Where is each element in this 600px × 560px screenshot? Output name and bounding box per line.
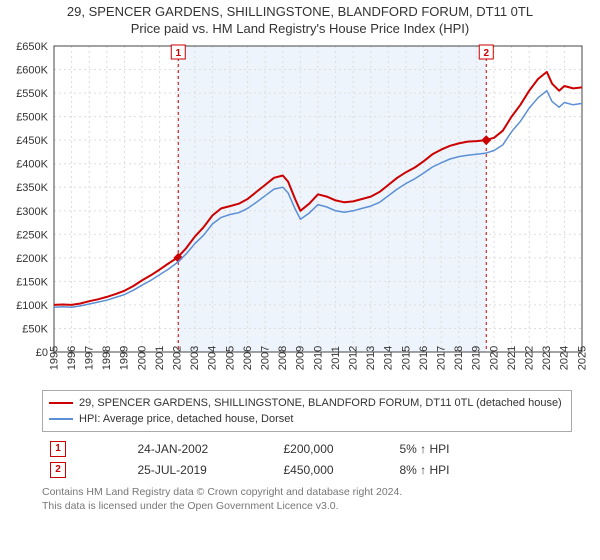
footer-line-2: This data is licensed under the Open Gov… <box>42 500 572 514</box>
svg-text:£150K: £150K <box>16 276 48 288</box>
legend-item: 29, SPENCER GARDENS, SHILLINGSTONE, BLAN… <box>49 395 565 411</box>
svg-text:2002: 2002 <box>172 346 184 370</box>
svg-text:2003: 2003 <box>189 346 201 370</box>
svg-text:£450K: £450K <box>16 135 48 147</box>
svg-text:2015: 2015 <box>400 346 412 370</box>
svg-text:£400K: £400K <box>16 159 48 171</box>
footer-line-1: Contains HM Land Registry data © Crown c… <box>42 486 572 500</box>
sale-row: 1 24-JAN-2002£200,0005% ↑ HPI <box>42 438 572 459</box>
svg-text:2022: 2022 <box>524 346 536 370</box>
svg-text:1997: 1997 <box>84 346 96 370</box>
svg-text:2010: 2010 <box>312 346 324 370</box>
svg-text:£200K: £200K <box>16 253 48 265</box>
svg-text:1998: 1998 <box>101 346 113 370</box>
svg-text:2020: 2020 <box>488 346 500 370</box>
legend-label: 29, SPENCER GARDENS, SHILLINGSTONE, BLAN… <box>79 397 562 409</box>
svg-text:2024: 2024 <box>559 346 571 370</box>
sale-price: £450,000 <box>275 459 391 480</box>
svg-text:2014: 2014 <box>383 346 395 370</box>
sale-delta: 8% ↑ HPI <box>391 459 572 480</box>
svg-text:2: 2 <box>483 48 489 59</box>
legend-item: HPI: Average price, detached house, Dors… <box>49 411 565 427</box>
svg-text:2018: 2018 <box>453 346 465 370</box>
sale-delta: 5% ↑ HPI <box>391 438 572 459</box>
sale-row: 2 25-JUL-2019£450,0008% ↑ HPI <box>42 459 572 480</box>
sale-date: 25-JUL-2019 <box>129 459 275 480</box>
svg-text:2013: 2013 <box>365 346 377 370</box>
chart-title-sub: Price paid vs. HM Land Registry's House … <box>0 21 600 36</box>
svg-text:£600K: £600K <box>16 65 48 77</box>
svg-text:£100K: £100K <box>16 300 48 312</box>
sale-date: 24-JAN-2002 <box>129 438 275 459</box>
sales-table: 1 24-JAN-2002£200,0005% ↑ HPI 2 25-JUL-2019… <box>42 438 572 480</box>
svg-text:2011: 2011 <box>330 346 342 370</box>
chart-title-address: 29, SPENCER GARDENS, SHILLINGSTONE, BLAN… <box>0 4 600 19</box>
svg-text:2000: 2000 <box>136 346 148 370</box>
svg-text:£500K: £500K <box>16 112 48 124</box>
svg-text:1: 1 <box>175 48 181 59</box>
sale-marker-icon: 1 <box>50 441 66 457</box>
legend: 29, SPENCER GARDENS, SHILLINGSTONE, BLAN… <box>42 390 572 432</box>
svg-text:2019: 2019 <box>471 346 483 370</box>
svg-text:2001: 2001 <box>154 346 166 370</box>
sale-price: £200,000 <box>275 438 391 459</box>
svg-text:£300K: £300K <box>16 206 48 218</box>
svg-text:2006: 2006 <box>242 346 254 370</box>
svg-text:2009: 2009 <box>295 346 307 370</box>
svg-text:£0: £0 <box>36 347 48 359</box>
svg-text:2005: 2005 <box>224 346 236 370</box>
svg-text:2007: 2007 <box>260 346 272 370</box>
svg-text:2016: 2016 <box>418 346 430 370</box>
svg-text:2008: 2008 <box>277 346 289 370</box>
price-chart: £0 £50K £100K £150K £200K £250K £300K £350K £400… <box>0 38 600 386</box>
svg-text:£250K: £250K <box>16 229 48 241</box>
svg-text:2012: 2012 <box>348 346 360 370</box>
svg-text:£650K: £650K <box>16 41 48 53</box>
svg-text:1999: 1999 <box>119 346 131 370</box>
svg-text:2021: 2021 <box>506 346 518 370</box>
footer-attribution: Contains HM Land Registry data © Crown c… <box>42 486 572 513</box>
svg-text:2004: 2004 <box>207 346 219 370</box>
svg-text:£50K: £50K <box>22 323 48 335</box>
legend-swatch <box>49 402 73 404</box>
svg-text:£550K: £550K <box>16 88 48 100</box>
legend-swatch <box>49 418 73 420</box>
svg-text:2017: 2017 <box>436 346 448 370</box>
svg-text:2023: 2023 <box>541 346 553 370</box>
svg-text:£350K: £350K <box>16 182 48 194</box>
svg-text:1996: 1996 <box>66 346 78 370</box>
sale-marker-icon: 2 <box>50 462 66 478</box>
legend-label: HPI: Average price, detached house, Dors… <box>79 413 293 425</box>
